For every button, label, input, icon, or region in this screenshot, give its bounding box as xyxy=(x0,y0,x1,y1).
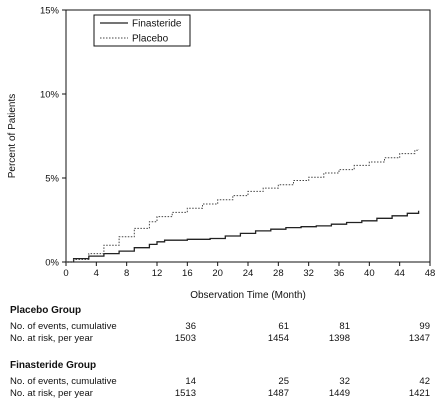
x-tick-label: 8 xyxy=(124,268,129,279)
risk-group-title: Finasteride Group xyxy=(10,360,97,371)
x-tick-label: 36 xyxy=(334,268,345,279)
risk-cell: 1487 xyxy=(267,388,289,399)
x-tick-label: 12 xyxy=(152,268,163,279)
x-tick-label: 32 xyxy=(303,268,314,279)
series-line-finasteride xyxy=(66,210,420,263)
x-tick-label: 28 xyxy=(273,268,284,279)
risk-row-label: No. at risk, per year xyxy=(10,333,93,344)
risk-cell: 1449 xyxy=(328,388,350,399)
risk-row-label: No. of events, cumulative xyxy=(10,376,117,387)
risk-cell: 25 xyxy=(278,376,289,387)
y-tick-label: 5% xyxy=(45,174,59,185)
risk-cell: 1503 xyxy=(174,333,196,344)
risk-group-title: Placebo Group xyxy=(10,305,82,316)
legend-label-placebo: Placebo xyxy=(132,34,169,45)
risk-row-label: No. of events, cumulative xyxy=(10,321,117,332)
risk-cell: 1454 xyxy=(267,333,289,344)
y-tick-label: 15% xyxy=(40,6,60,17)
y-axis-title: Percent of Patients xyxy=(7,94,18,179)
risk-cell: 81 xyxy=(339,321,350,332)
x-tick-label: 16 xyxy=(182,268,193,279)
risk-cell: 1513 xyxy=(174,388,196,399)
x-tick-label: 20 xyxy=(212,268,223,279)
legend-box xyxy=(93,14,191,47)
risk-cell: 14 xyxy=(185,376,196,387)
risk-cell: 36 xyxy=(185,321,196,332)
legend-label-finasteride: Finasteride xyxy=(132,19,182,30)
x-tick-label: 40 xyxy=(364,268,375,279)
risk-cell: 1347 xyxy=(408,333,430,344)
y-tick-label: 10% xyxy=(40,90,60,101)
cumulative-incidence-chart: 0 4 8 12 16 20 24 28 32 36 40 44 48 0%5%10%15% Perce… xyxy=(7,6,436,301)
risk-cell: 1398 xyxy=(328,333,350,344)
x-tick-label: 48 xyxy=(425,268,436,279)
plot-frame xyxy=(65,9,431,263)
risk-cell: 61 xyxy=(278,321,289,332)
x-axis-title: Observation Time (Month) xyxy=(190,290,306,300)
series-line-placebo xyxy=(66,149,420,263)
x-tick-label: 24 xyxy=(243,268,254,279)
risk-cell: 32 xyxy=(339,376,350,387)
risk-cell: 42 xyxy=(419,376,430,387)
x-tick-label: 44 xyxy=(394,268,405,279)
x-tick-label: 0 xyxy=(63,268,68,279)
x-tick-label: 4 xyxy=(94,268,99,279)
legend: Finasteride Placebo xyxy=(93,14,191,47)
risk-cell: 99 xyxy=(419,321,430,332)
risk-cell: 1421 xyxy=(408,388,430,399)
y-tick-label: 0% xyxy=(45,258,59,269)
risk-row-label: No. at risk, per year xyxy=(10,388,93,399)
